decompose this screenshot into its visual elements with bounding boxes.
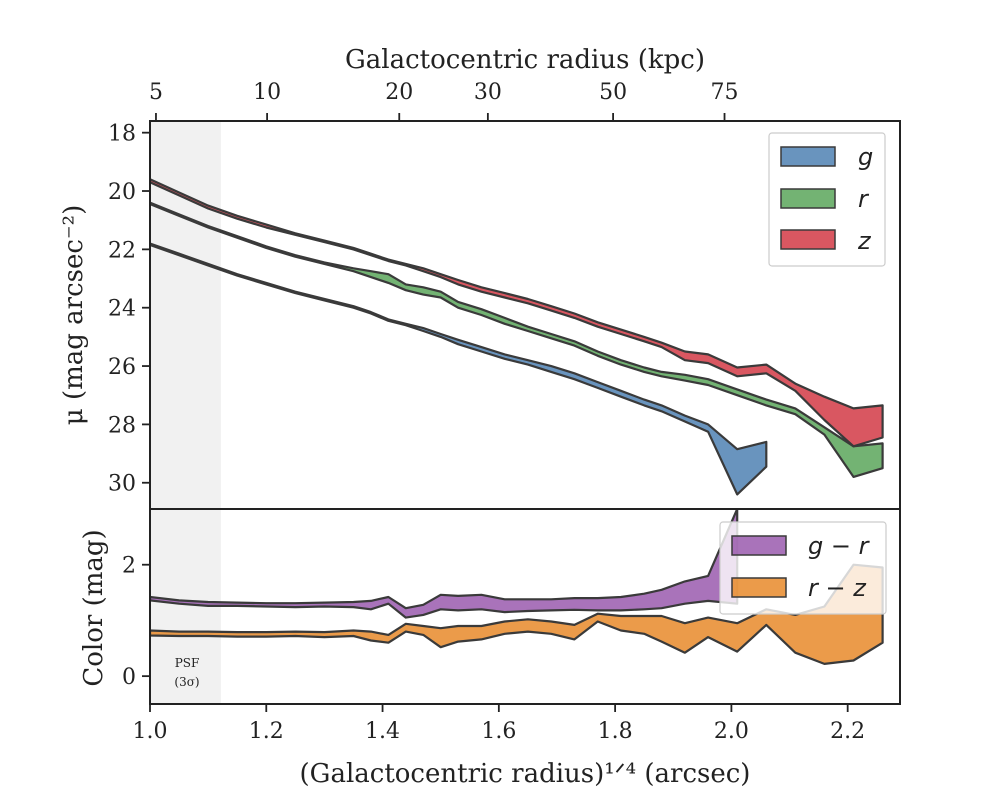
y-tick-label-top: 18 bbox=[108, 122, 136, 147]
y-tick-label-bottom: 2 bbox=[122, 554, 136, 579]
legend-swatch-g bbox=[780, 146, 836, 167]
legend-label-z: z bbox=[857, 227, 872, 255]
legend-swatch-r bbox=[780, 188, 836, 209]
band-g bbox=[150, 242, 768, 496]
legend-label-r: r bbox=[858, 185, 870, 213]
top-tick-label: 75 bbox=[711, 80, 739, 105]
y-tick-label-bottom: 0 bbox=[122, 665, 136, 690]
bottom-panel-frame bbox=[149, 508, 901, 705]
legend-bottom: g − r r − z bbox=[719, 521, 887, 615]
y-tick-label-top: 22 bbox=[108, 238, 136, 263]
legend-label-rz: r − z bbox=[808, 574, 867, 602]
top-axis-title: Galactocentric radius (kpc) bbox=[345, 45, 705, 75]
legend-swatch-gr bbox=[731, 535, 787, 556]
x-tick-label: 2.0 bbox=[714, 719, 749, 744]
top-tick-label: 20 bbox=[385, 80, 413, 105]
x-tick-label: 1.0 bbox=[133, 719, 168, 744]
y-axis-title-top: μ (mag arcsec⁻²) bbox=[59, 205, 89, 425]
legend-swatch-rz bbox=[731, 577, 787, 598]
x-tick-label: 1.8 bbox=[598, 719, 633, 744]
band-g-minus-r bbox=[150, 509, 739, 619]
top-tick-label: 50 bbox=[599, 80, 627, 105]
band-r bbox=[150, 201, 884, 478]
top-tick-label: 10 bbox=[253, 80, 281, 105]
psf-sigma-label: (3σ) bbox=[174, 675, 199, 689]
legend-swatch-z bbox=[780, 229, 836, 250]
y-tick-label-top: 20 bbox=[108, 180, 136, 205]
psf-region-shade-top bbox=[150, 121, 221, 509]
y-tick-label-top: 30 bbox=[108, 472, 136, 497]
axis-ticks: 1.0 1.2 1.4 1.6 1.8 2.0 2.2 18 20 22 24 26 28 30 0 2 5 10… bbox=[108, 80, 865, 744]
y-axis-title-bottom: Color (mag) bbox=[79, 529, 109, 686]
x-tick-label: 1.2 bbox=[249, 719, 284, 744]
y-tick-label-top: 24 bbox=[108, 297, 136, 322]
surface-brightness-bands bbox=[150, 178, 884, 496]
top-tick-label: 5 bbox=[149, 80, 163, 105]
y-tick-label-top: 28 bbox=[108, 413, 136, 438]
legend-label-gr: g − r bbox=[808, 532, 871, 560]
x-tick-label: 1.6 bbox=[481, 719, 516, 744]
x-tick-label: 1.4 bbox=[365, 719, 400, 744]
legend-top: g r z bbox=[768, 132, 886, 267]
legend-label-g: g bbox=[858, 143, 873, 171]
x-tick-label: 2.2 bbox=[830, 719, 865, 744]
band-z bbox=[150, 178, 884, 448]
top-tick-label: 30 bbox=[474, 80, 502, 105]
x-axis-title: (Galactocentric radius)¹ᐟ⁴ (arcsec) bbox=[300, 759, 751, 789]
band-r-minus-z bbox=[150, 563, 884, 666]
psf-label: PSF bbox=[175, 656, 200, 670]
y-tick-label-top: 26 bbox=[108, 355, 136, 380]
